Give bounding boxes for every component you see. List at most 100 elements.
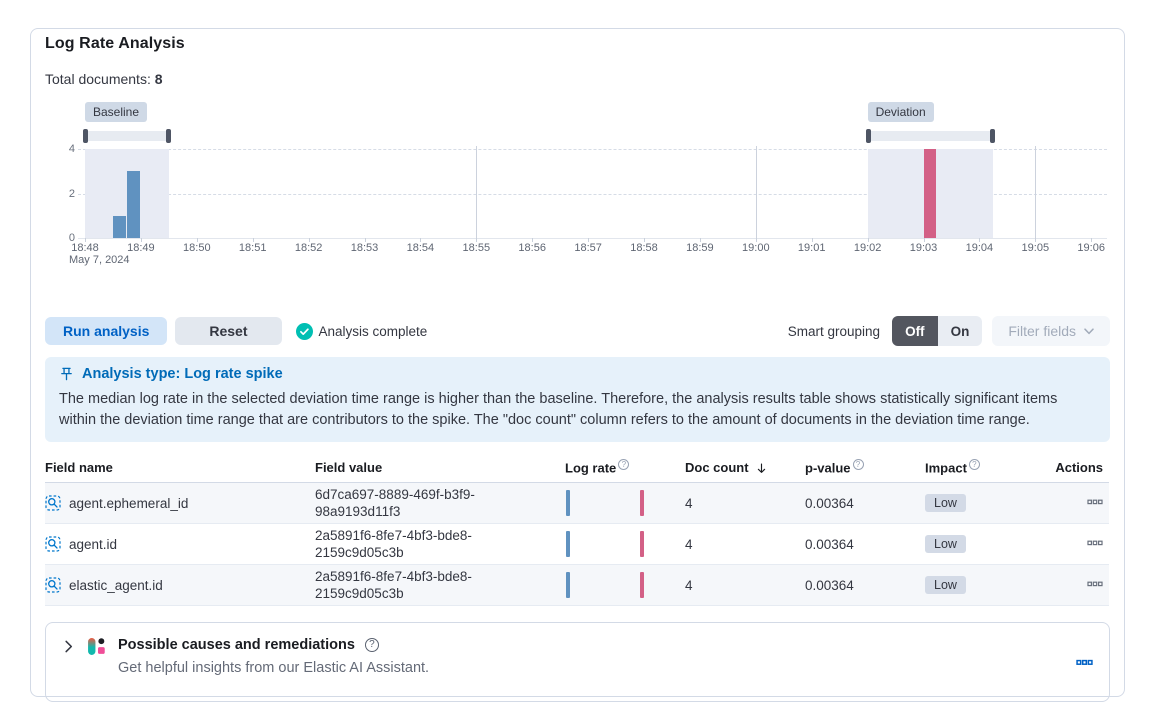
field-name: agent.id (69, 536, 118, 552)
x-axis-label: 18:49 (127, 242, 155, 254)
help-icon[interactable] (364, 638, 379, 653)
log-rate-analysis-panel: Log Rate Analysis Total documents: 8 0 2 4… (30, 28, 1125, 703)
chevron-down-icon (1084, 327, 1094, 334)
deviation-mini-bar (640, 572, 644, 599)
results-table: Field name Field value Log rate Doc coun… (45, 455, 1109, 607)
x-axis-tick (196, 238, 198, 242)
x-axis-label: 19:00 (742, 242, 770, 254)
run-analysis-button[interactable]: Run analysis (45, 317, 168, 345)
deviation-brush-track[interactable] (867, 131, 994, 141)
analysis-type-callout: Analysis type: Log rate spike The median… (45, 357, 1110, 442)
header-p-value[interactable]: p-value (805, 455, 925, 484)
x-axis-label: 18:48 (71, 242, 99, 254)
header-doc-count[interactable]: Doc count (685, 455, 805, 484)
header-field-name[interactable]: Field name (45, 455, 315, 484)
smart-grouping-label: Smart grouping (787, 323, 881, 339)
field-statistics-icon[interactable] (45, 495, 61, 511)
log-rate-mini-chart (565, 490, 645, 517)
x-axis-tick (811, 238, 813, 242)
header-log-rate[interactable]: Log rate (565, 455, 685, 484)
possible-causes-title: Possible causes and remediations (118, 637, 355, 654)
ai-panel-actions-icon[interactable] (1076, 654, 1093, 671)
x-axis-tick (979, 238, 981, 242)
x-axis-tick (1091, 238, 1093, 242)
controls-row: Run analysis Reset Analysis complete Sma… (45, 316, 1110, 346)
x-axis-label: 18:50 (183, 242, 211, 254)
ai-panel-text: Possible causes and remediations Get hel… (118, 637, 429, 676)
deviation-brush-handle-right[interactable] (990, 129, 996, 143)
log-rate-mini-chart (565, 531, 645, 558)
row-actions-icon[interactable] (1087, 535, 1103, 551)
info-icon[interactable] (618, 459, 630, 470)
field-statistics-icon[interactable] (45, 536, 61, 552)
x-axis-tick (1035, 238, 1037, 242)
possible-causes-accordion[interactable]: Possible causes and remediations Get hel… (45, 622, 1110, 703)
x-axis-tick (364, 238, 366, 242)
deviation-badge: Deviation (867, 102, 934, 122)
chevron-right-icon[interactable] (62, 640, 75, 653)
h-gridline (78, 193, 1107, 195)
impact-badge: Low (925, 494, 966, 513)
deviation-brush-handle-left[interactable] (865, 129, 871, 143)
info-icon[interactable] (852, 459, 864, 470)
baseline-brush-handle-right[interactable] (165, 129, 171, 143)
row-actions-icon[interactable] (1087, 576, 1103, 592)
page-title: Log Rate Analysis (45, 35, 185, 52)
header-impact[interactable]: Impact (925, 455, 1050, 484)
baseline-brush-track[interactable] (85, 131, 169, 141)
smart-grouping-off-button[interactable]: Off (892, 316, 938, 346)
p-value: 0.00364 (805, 577, 854, 593)
baseline-bar (112, 215, 126, 238)
impact-badge: Low (925, 535, 966, 554)
analysis-status-label: Analysis complete (318, 323, 428, 339)
x-axis-label: 19:06 (1077, 242, 1105, 254)
filter-fields-button[interactable]: Filter fields (992, 316, 1110, 346)
doc-count-value: 4 (685, 577, 693, 593)
x-axis-line (78, 238, 1107, 239)
x-axis-label: 18:57 (574, 242, 602, 254)
x-axis-label: 18:52 (294, 242, 323, 254)
y-axis-label: 4 (68, 143, 75, 155)
check-circle-icon (295, 322, 313, 340)
field-value: 6d7ca697-8889-469f-b3f9-98a9193d11f3 (315, 487, 475, 520)
sort-descending-icon (757, 463, 765, 473)
field-statistics-icon[interactable] (45, 577, 61, 593)
baseline-mini-bar (566, 531, 570, 558)
info-icon[interactable] (968, 459, 980, 470)
impact-badge: Low (925, 576, 966, 595)
x-axis-label: 18:59 (686, 242, 714, 254)
x-axis-label: 18:56 (518, 242, 546, 254)
x-axis-tick (699, 238, 701, 242)
x-axis-tick (252, 238, 254, 242)
x-axis-label: 18:58 (630, 242, 658, 254)
table-row: agent.ephemeral_id 6d7ca697-8889-469f-b3… (45, 482, 1109, 525)
row-actions-icon[interactable] (1087, 494, 1103, 510)
deviation-mini-bar (640, 490, 644, 517)
filter-fields-label: Filter fields (1008, 323, 1076, 339)
baseline-bar (126, 171, 140, 238)
reset-button[interactable]: Reset (175, 317, 282, 345)
x-axis-tick (420, 238, 422, 242)
x-axis-label: 19:05 (1021, 242, 1050, 254)
v-gridline (1035, 146, 1037, 238)
deviation-mini-bar (640, 531, 644, 558)
callout-title: Analysis type: Log rate spike (82, 366, 283, 382)
x-axis-tick (644, 238, 645, 242)
header-field-value[interactable]: Field value (315, 455, 565, 484)
baseline-mini-bar (566, 490, 570, 517)
baseline-brush-handle-left[interactable] (83, 129, 88, 143)
table-row: elastic_agent.id 2a5891f6-8fe7-4bf3-bde8… (45, 564, 1109, 607)
x-axis-label: 19:03 (909, 242, 938, 254)
smart-grouping-on-button[interactable]: On (938, 316, 983, 346)
baseline-badge: Baseline (85, 102, 148, 122)
x-axis-tick (476, 238, 478, 242)
callout-body: The median log rate in the selected devi… (59, 391, 1058, 428)
p-value: 0.00364 (805, 536, 854, 552)
possible-causes-subtitle: Get helpful insights from our Elastic AI… (118, 660, 430, 677)
y-axis-label: 2 (68, 187, 75, 200)
x-axis-label: 19:04 (965, 242, 994, 254)
x-axis-tick (755, 238, 757, 242)
pin-icon (61, 367, 72, 381)
field-value: 2a5891f6-8fe7-4bf3-bde8-2159c9d05c3b (315, 569, 472, 602)
